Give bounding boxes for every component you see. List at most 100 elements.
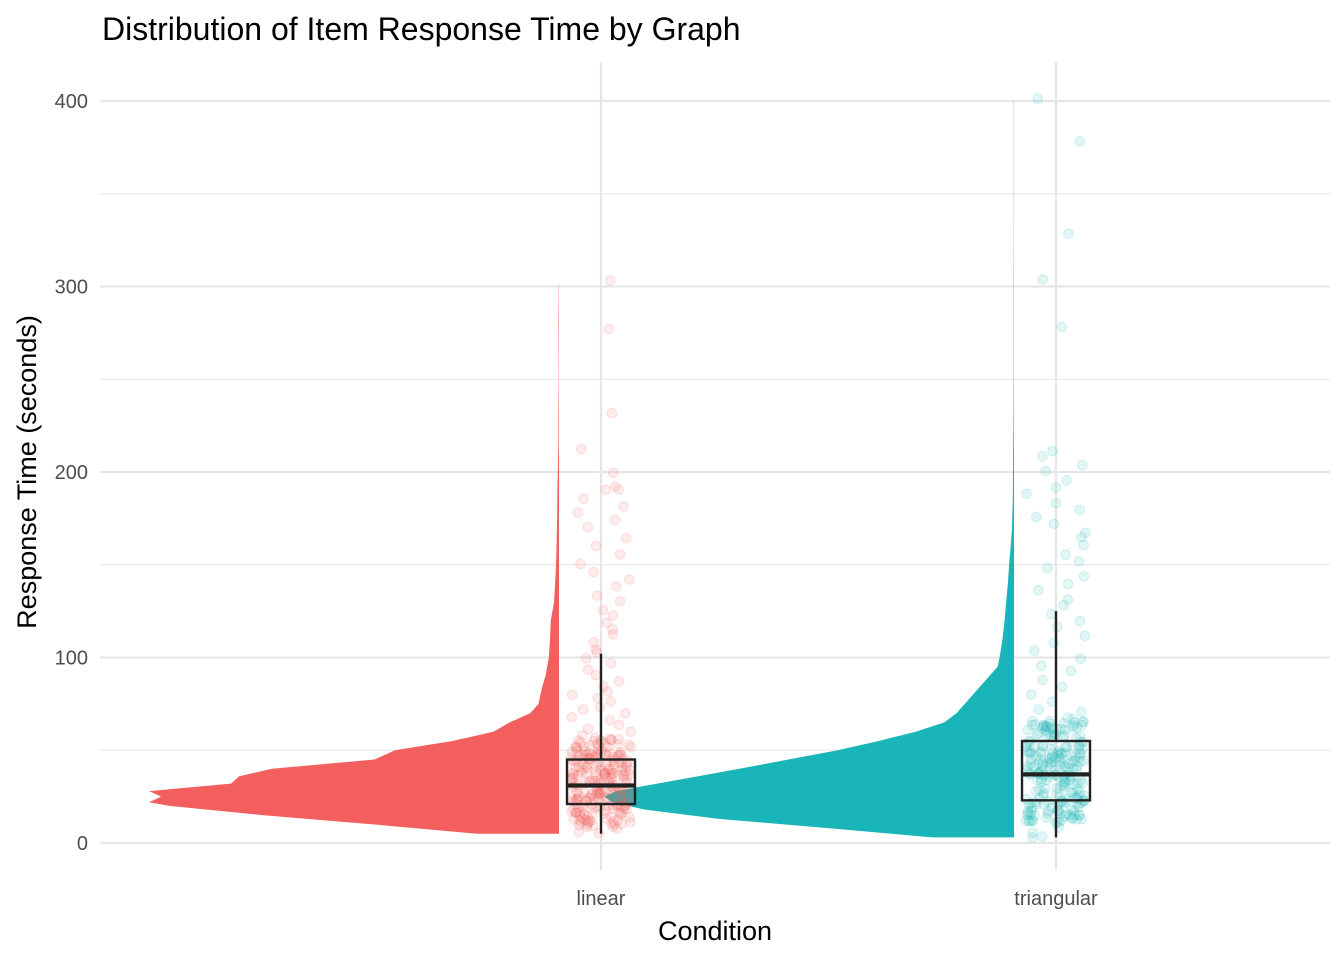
data-point-triangular — [1058, 599, 1069, 611]
data-point-triangular — [1036, 660, 1047, 672]
data-point-linear — [578, 493, 589, 505]
data-point-linear — [593, 788, 605, 799]
data-point-triangular — [1025, 809, 1036, 820]
data-point-triangular — [1026, 802, 1038, 814]
data-point-triangular — [1067, 722, 1079, 733]
data-point-triangular — [1025, 753, 1037, 765]
data-point-linear — [601, 792, 612, 804]
data-point-triangular — [1032, 757, 1044, 769]
data-point-triangular — [1037, 741, 1049, 752]
data-point-triangular — [1020, 815, 1032, 827]
data-point-linear — [573, 761, 585, 773]
data-point-triangular — [1053, 750, 1064, 761]
data-point-triangular — [1073, 742, 1085, 753]
data-point-triangular — [1040, 720, 1052, 732]
data-point-linear — [582, 723, 594, 735]
data-point-triangular — [1043, 756, 1054, 768]
data-point-triangular — [1074, 786, 1085, 798]
data-point-triangular — [1065, 665, 1077, 677]
data-point-triangular — [1072, 784, 1083, 795]
data-point-triangular — [1055, 747, 1067, 759]
data-point-triangular — [1040, 721, 1051, 733]
data-point-linear — [570, 807, 582, 819]
data-point-triangular — [1076, 719, 1088, 731]
data-point-linear — [575, 816, 587, 828]
data-point-triangular — [1044, 753, 1055, 764]
data-point-linear — [614, 719, 625, 731]
data-point-triangular — [1056, 814, 1068, 826]
data-point-triangular — [1077, 743, 1088, 755]
data-point-linear — [605, 768, 616, 780]
data-point-triangular — [1034, 793, 1045, 804]
data-point-triangular — [1076, 706, 1087, 718]
x-axis-label: Condition — [658, 916, 772, 946]
data-point-triangular — [1071, 722, 1082, 734]
data-point-triangular — [1059, 810, 1070, 822]
data-point-linear — [604, 748, 616, 759]
data-point-linear — [614, 549, 626, 560]
data-point-linear — [575, 806, 586, 817]
data-point-linear — [610, 580, 622, 592]
data-point-linear — [608, 467, 619, 479]
data-point-triangular — [1026, 689, 1037, 701]
data-point-linear — [570, 740, 582, 752]
data-point-triangular — [1042, 805, 1054, 817]
data-point-triangular — [1072, 777, 1083, 789]
data-point-triangular — [1057, 779, 1069, 791]
data-point-linear — [615, 749, 627, 761]
data-point-triangular — [1028, 645, 1040, 656]
data-point-linear — [612, 739, 624, 750]
data-point-triangular — [1065, 787, 1077, 798]
data-point-linear — [584, 792, 596, 804]
data-point-linear — [572, 507, 584, 519]
data-point-triangular — [1077, 716, 1088, 728]
data-point-triangular — [1037, 831, 1048, 842]
data-point-triangular — [1032, 93, 1044, 104]
data-point-linear — [603, 764, 614, 775]
data-point-linear — [604, 789, 616, 800]
data-point-triangular — [1060, 742, 1071, 753]
data-point-triangular — [1066, 812, 1077, 824]
data-point-triangular — [1067, 778, 1079, 790]
data-point-triangular — [1068, 787, 1079, 799]
data-point-triangular — [1071, 814, 1083, 825]
data-point-linear — [608, 768, 620, 779]
data-point-triangular — [1023, 815, 1034, 827]
data-point-linear — [568, 769, 579, 780]
data-point-triangular — [1079, 630, 1091, 642]
data-point-triangular — [1022, 809, 1033, 821]
data-point-triangular — [1062, 594, 1074, 605]
y-tick-label: 0 — [77, 833, 88, 855]
data-point-linear — [586, 789, 597, 800]
data-point-triangular — [1021, 488, 1032, 500]
data-point-linear — [618, 501, 629, 512]
data-point-linear — [620, 765, 631, 776]
data-point-linear — [602, 686, 614, 697]
data-point-linear — [573, 814, 585, 826]
data-point-linear — [584, 816, 595, 828]
data-point-linear — [608, 816, 619, 827]
data-point-triangular — [1045, 743, 1057, 755]
data-point-triangular — [1047, 446, 1058, 457]
data-point-linear — [618, 770, 630, 782]
data-point-linear — [570, 807, 582, 818]
data-point-linear — [620, 708, 631, 719]
data-point-linear — [605, 658, 617, 669]
data-point-triangular — [1052, 621, 1063, 633]
y-axis-ticks: 0 100 200 300 400 — [55, 91, 88, 855]
data-point-triangular — [1037, 719, 1049, 731]
data-point-triangular — [1068, 805, 1080, 817]
data-point-triangular — [1042, 562, 1053, 574]
data-point-triangular — [1038, 787, 1049, 799]
data-point-triangular — [1059, 724, 1071, 736]
data-point-triangular — [1022, 805, 1034, 817]
data-point-triangular — [1069, 755, 1080, 767]
data-point-triangular — [1027, 815, 1038, 827]
data-point-triangular — [1063, 228, 1074, 239]
data-point-linear — [613, 484, 624, 495]
data-point-linear — [606, 772, 617, 784]
data-point-triangular — [1054, 755, 1065, 767]
data-point-linear — [573, 819, 585, 831]
data-point-linear — [609, 819, 620, 830]
data-point-triangular — [1032, 728, 1044, 739]
